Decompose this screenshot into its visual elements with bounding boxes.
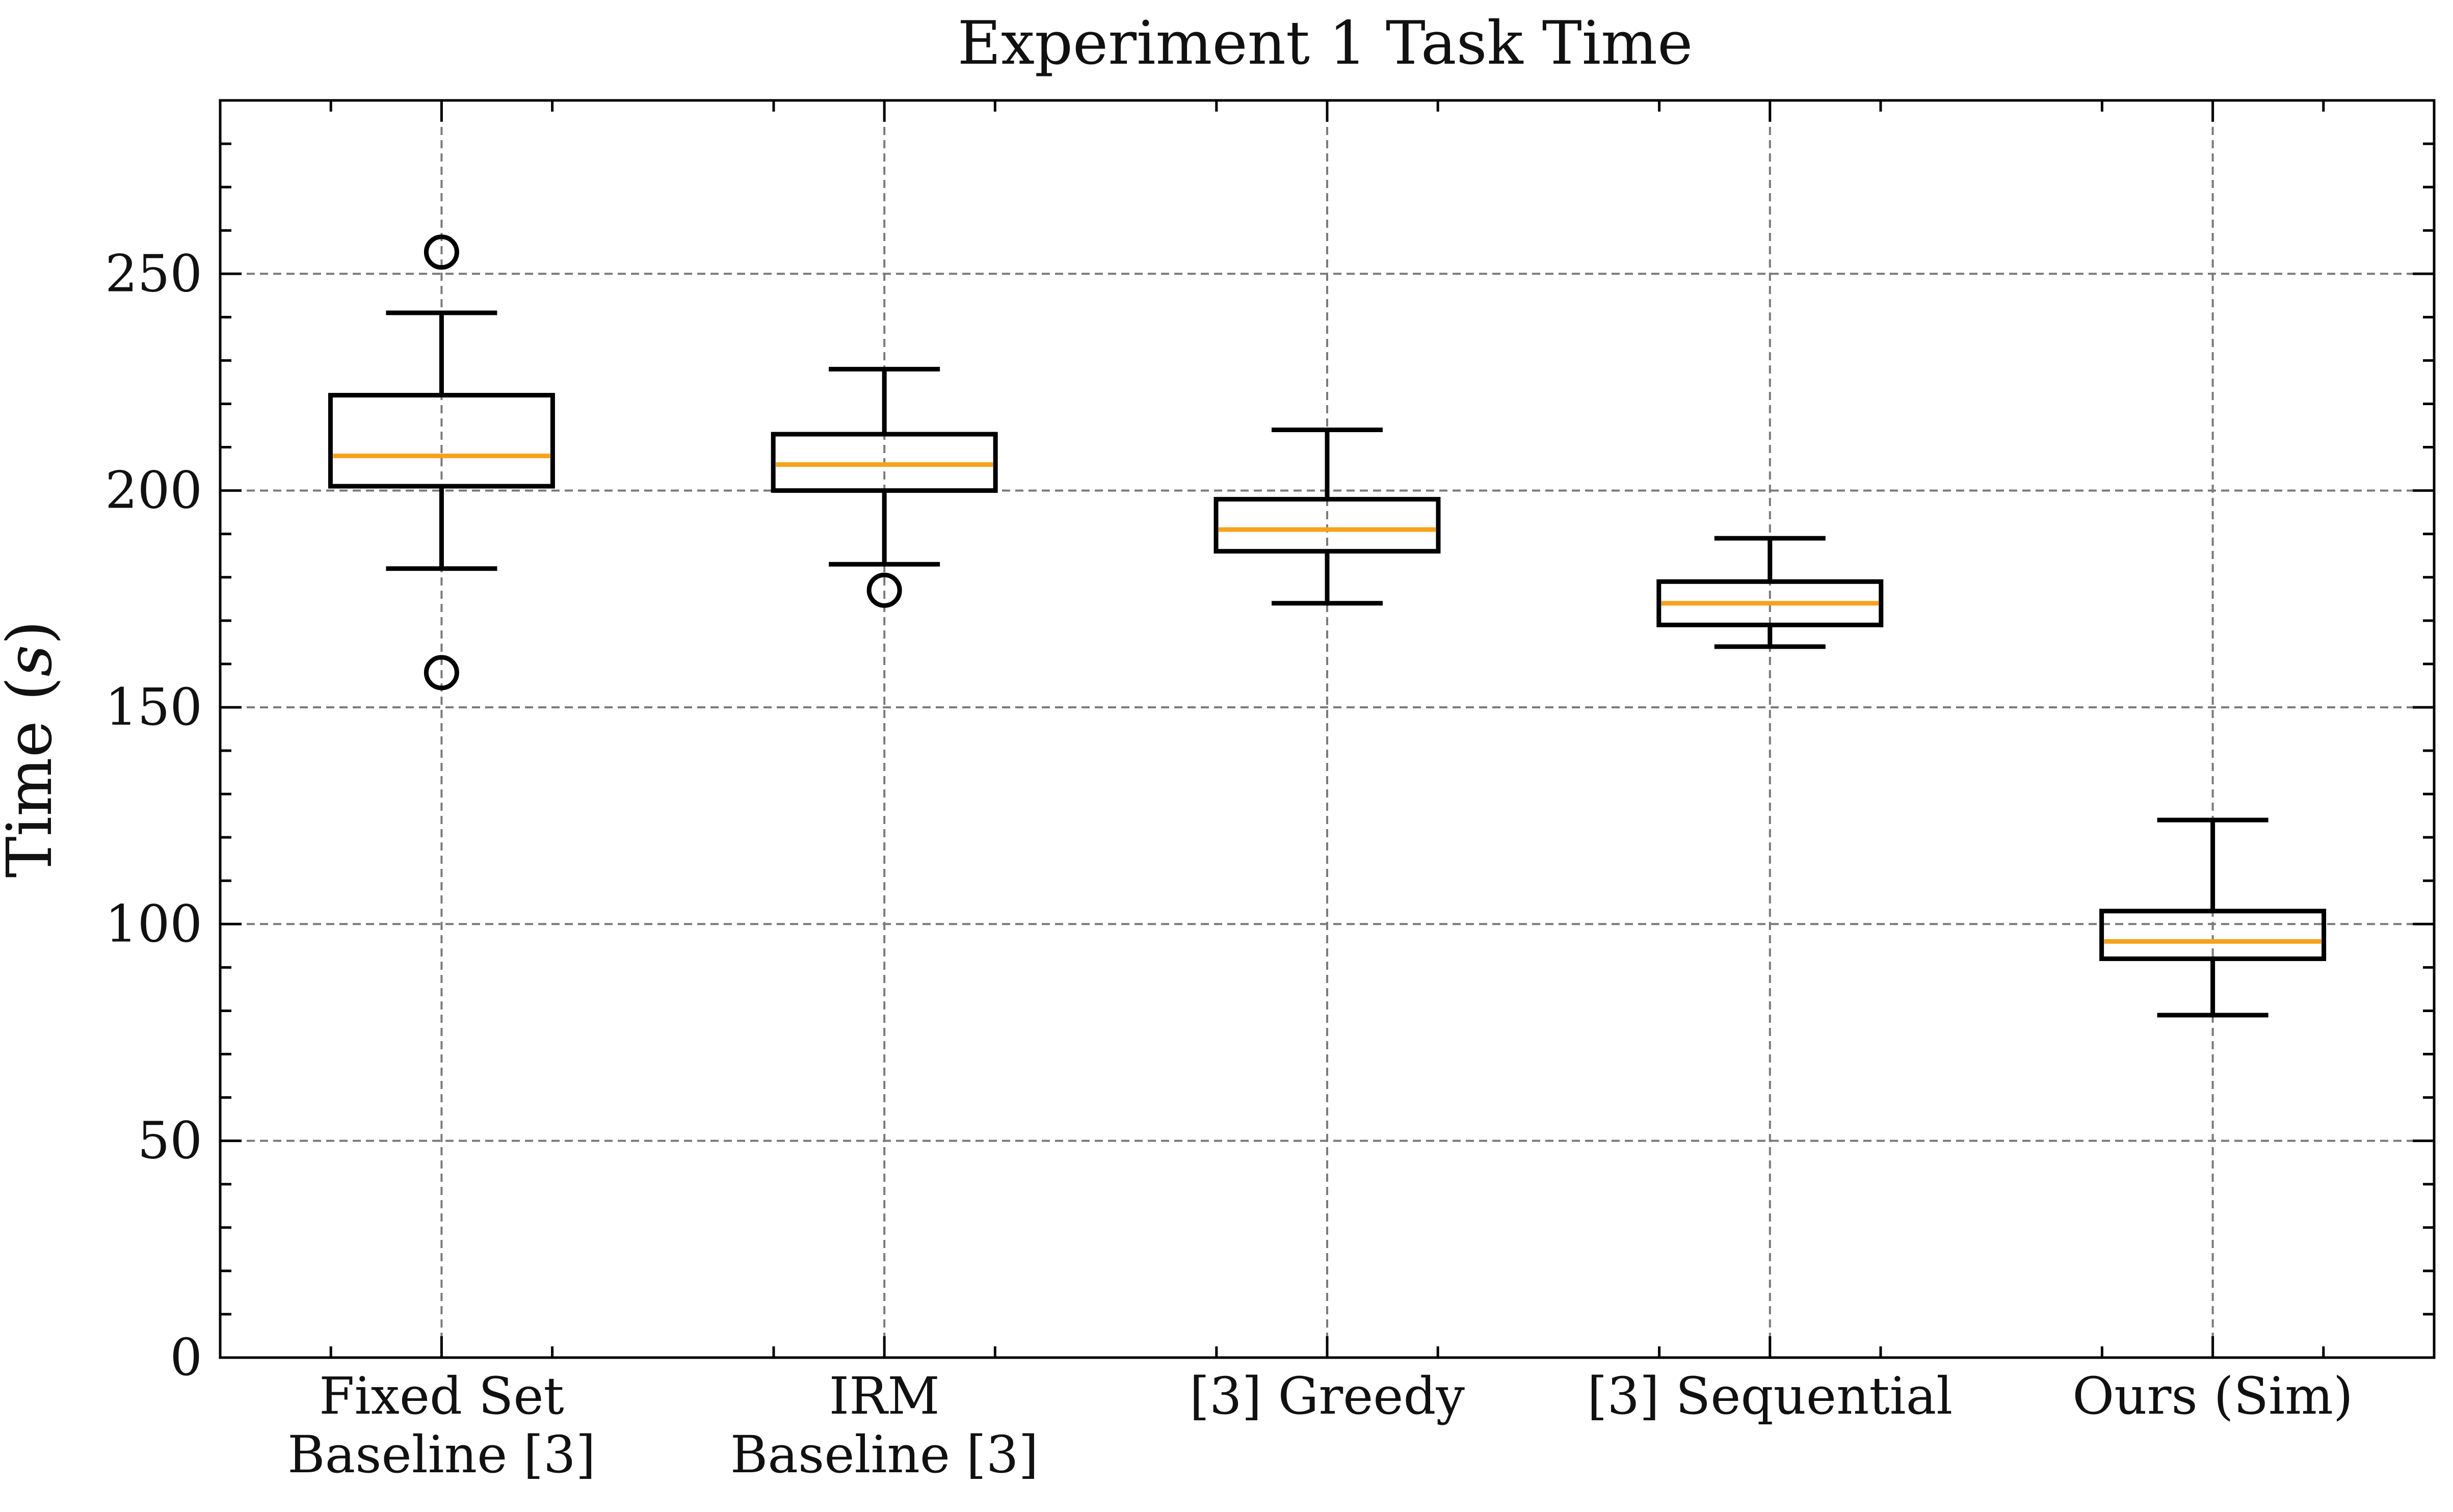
outlier-point — [424, 655, 459, 691]
plot-frame — [219, 99, 2436, 1359]
iqr-box — [771, 432, 998, 493]
outlier-point — [866, 572, 902, 608]
chart-title: Experiment 1 Task Time — [958, 8, 1693, 78]
x-tick-label: [3] Sequential — [1587, 1366, 1953, 1426]
y-axis-label-suffix: ) — [0, 621, 66, 645]
outlier-point — [424, 234, 459, 270]
y-tick-label: 250 — [105, 244, 202, 303]
y-axis-label-variable: s — [0, 645, 66, 677]
x-tick-label: [3] Greedy — [1190, 1366, 1465, 1426]
y-tick-label: 200 — [105, 461, 202, 520]
iqr-box — [1214, 497, 1441, 554]
x-tick-label: Baseline [3] — [730, 1425, 1039, 1484]
x-tick-label: IRM — [829, 1366, 940, 1426]
y-tick-label: 100 — [105, 894, 202, 953]
y-axis-label-prefix: Time ( — [0, 677, 66, 878]
x-tick-label: Ours (Sim) — [2072, 1366, 2353, 1426]
y-tick-label: 50 — [138, 1111, 202, 1171]
x-tick-label: Fixed Set — [319, 1366, 564, 1426]
y-tick-label: 0 — [170, 1328, 202, 1387]
iqr-box — [2099, 909, 2327, 961]
y-axis-label: Time (s) — [0, 621, 66, 878]
y-tick-label: 150 — [105, 677, 202, 737]
iqr-box — [1656, 579, 1884, 627]
x-tick-label: Baseline [3] — [287, 1425, 596, 1484]
iqr-box — [328, 392, 555, 489]
